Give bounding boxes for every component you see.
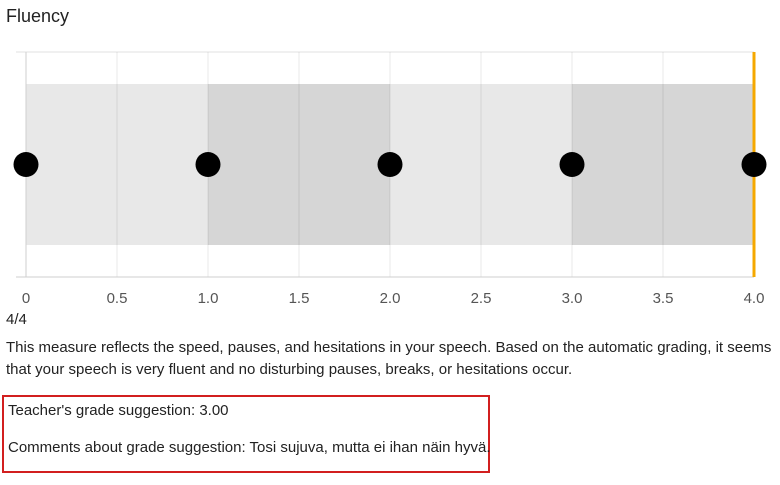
x-tick-label-7: 3.5 <box>653 290 674 307</box>
score-band-1 <box>208 84 390 245</box>
x-tick-label-5: 2.5 <box>471 290 492 307</box>
grade-comment: Comments about grade suggestion: Tosi su… <box>8 439 491 456</box>
score-band-3 <box>572 84 754 245</box>
x-tick-label-4: 2.0 <box>380 290 401 307</box>
teacher-grade-suggestion: Teacher's grade suggestion: 3.00 <box>8 402 229 419</box>
x-tick-label-0: 0 <box>22 290 30 307</box>
scale-point-0 <box>13 152 39 177</box>
x-tick-label-1: 0.5 <box>107 290 128 307</box>
x-tick-label-2: 1.0 <box>198 290 219 307</box>
scale-point-1 <box>195 152 221 177</box>
x-tick-label-8: 4.0 <box>744 290 765 307</box>
fluency-scale-chart: 0 0.5 1.0 1.5 2.0 2.5 3.0 3.5 4.0 <box>13 51 767 307</box>
scale-point-3 <box>559 152 585 177</box>
x-tick-label-6: 3.0 <box>562 290 583 307</box>
score-band-0 <box>26 84 208 245</box>
teacher-grade-box: Teacher's grade suggestion: 3.00 Comment… <box>2 395 491 473</box>
scale-point-4 <box>741 152 767 177</box>
score-band-2 <box>390 84 572 245</box>
x-tick-label-3: 1.5 <box>289 290 310 307</box>
score-text: 4/4 <box>6 311 27 328</box>
scale-point-2 <box>377 152 403 177</box>
description-text: This measure reflects the speed, pauses,… <box>6 339 772 378</box>
panel-title: Fluency <box>6 6 70 26</box>
